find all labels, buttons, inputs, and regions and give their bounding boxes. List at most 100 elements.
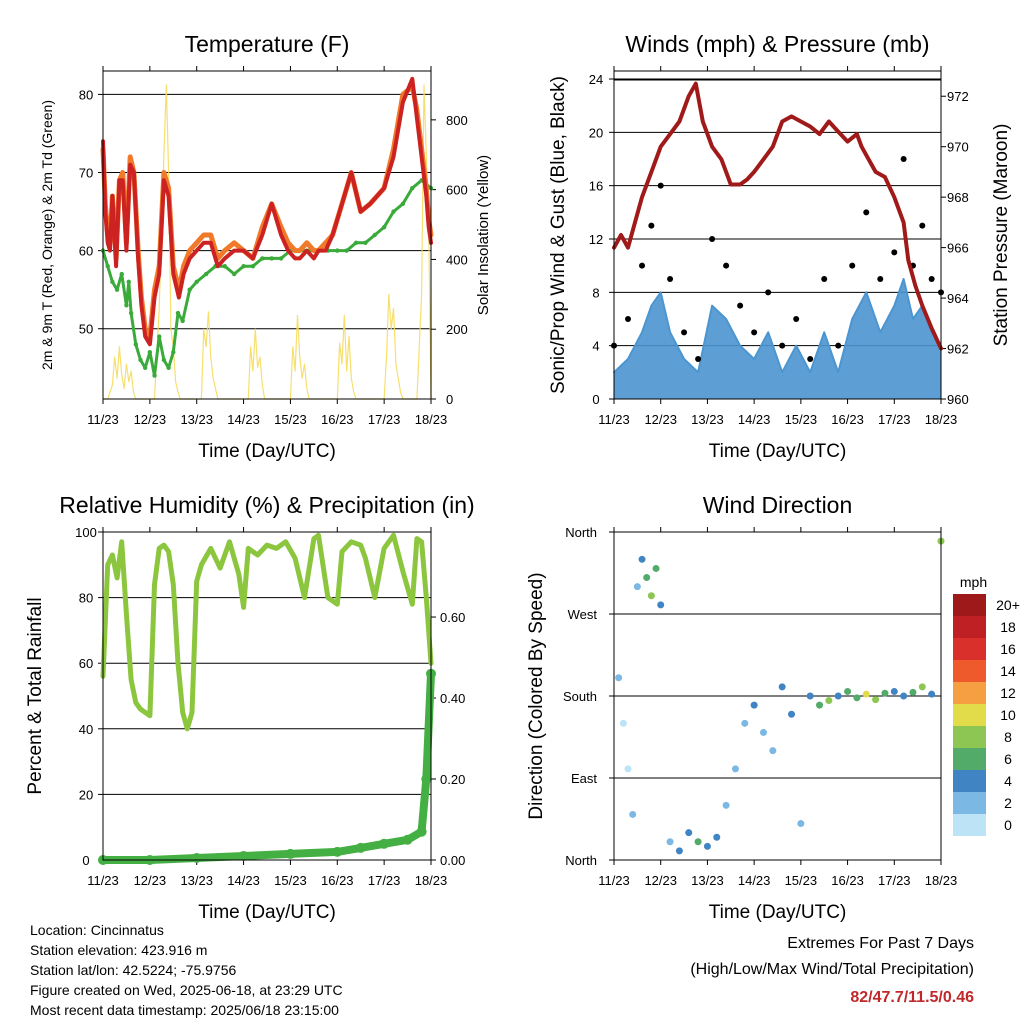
dir-xtick-label: 15/23 [785, 873, 818, 888]
dir-ylabel: Direction (Colored By Speed) [526, 572, 547, 819]
winds-ylabel: Sonic/Prop Wind & Gust (Blue, Black) [548, 76, 569, 394]
colorbar-swatch [953, 748, 986, 770]
rh-xtick-label: 18/23 [415, 873, 448, 888]
temp-y2label: Solar Insolation (Yellow) [475, 155, 492, 315]
dir-xtick-label: 12/23 [644, 873, 677, 888]
gust-point [849, 262, 856, 269]
direction-point [741, 719, 749, 727]
rh-title: Relative Humidity (%) & Precipitation (i… [59, 492, 474, 518]
direction-point [816, 701, 824, 709]
winds-xtick-label: 12/23 [644, 412, 677, 427]
dir-xlabel: Time (Day/UTC) [709, 902, 847, 923]
wind-area [614, 279, 941, 399]
winds-ytick-label: 0 [592, 392, 599, 407]
rh-ylabel: Percent & Total Rainfall [25, 597, 46, 794]
dewpoint-point [335, 248, 340, 253]
gust-point [657, 182, 664, 189]
temp-xtick-label: 13/23 [180, 412, 213, 427]
dir-xtick-label: 16/23 [831, 873, 864, 888]
rh-xtick-label: 17/23 [368, 873, 401, 888]
temp-frame [102, 70, 432, 400]
gust-point [648, 222, 655, 229]
colorbar-label: 2 [1004, 795, 1012, 811]
winds-xtick-label: 13/23 [691, 412, 724, 427]
precip-point [421, 774, 432, 785]
winds-xtick-label: 15/23 [785, 412, 818, 427]
winds-ytick-label: 24 [589, 72, 603, 87]
winds-ytick-label: 20 [589, 125, 603, 140]
gust-point [779, 342, 786, 349]
temp-y2tick-label: 200 [446, 322, 468, 337]
rh-y2tick-label: 0.40 [440, 691, 465, 706]
precip-point [355, 842, 366, 853]
temp-y2tick-label: 400 [446, 252, 468, 267]
dir-ytick-label: East [571, 771, 597, 786]
temp-ytick-label: 50 [79, 322, 93, 337]
winds-ytick-label: 12 [589, 232, 603, 247]
gust-point [709, 236, 716, 242]
rh-ytick-label: 80 [79, 591, 93, 606]
dewpoint-point [372, 232, 377, 238]
rh-xtick-label: 11/23 [87, 873, 119, 888]
gust-point [723, 262, 730, 269]
winds-xtick-label: 16/23 [831, 412, 864, 427]
winds-y2label: Station Pressure (Maroon) [991, 124, 1012, 347]
colorbar-swatch [953, 704, 986, 726]
dewpoint-point [241, 264, 246, 269]
rh-ytick-label: 100 [75, 525, 97, 540]
dewpoint-point [171, 349, 176, 355]
dewpoint-point [269, 256, 274, 261]
temp-xtick-label: 14/23 [227, 412, 260, 427]
dewpoint-point [203, 271, 209, 277]
temp-2m-series [101, 76, 433, 347]
rh-xtick-label: 16/23 [321, 873, 354, 888]
gust-point [793, 316, 800, 322]
colorbar-swatch [953, 638, 986, 660]
dewpoint-point [391, 209, 396, 214]
colorbar-label: 10 [1000, 707, 1016, 723]
rh-xtick-label: 14/23 [227, 873, 260, 888]
gust-point [891, 249, 898, 256]
temp-xtick-label: 16/23 [321, 412, 354, 427]
direction-point [909, 688, 917, 696]
winds-xtick-label: 17/23 [878, 412, 911, 427]
winds-ytick-label: 4 [592, 339, 599, 354]
winds-y2tick-label: 960 [947, 392, 969, 407]
dewpoint-point [147, 349, 153, 355]
dewpoint-point [114, 287, 120, 292]
dewpoint-point [363, 240, 368, 246]
dewpoint-point [138, 357, 143, 363]
rh-frame [102, 531, 432, 861]
dewpoint-point [119, 271, 124, 277]
winds-title: Winds (mph) & Pressure (mb) [625, 31, 929, 57]
solar-series [102, 84, 432, 400]
direction-point [722, 801, 730, 809]
dir-ytick-label: South [563, 689, 597, 704]
winds-y2tick-label: 972 [947, 89, 969, 104]
direction-point [890, 687, 898, 695]
direction-point [629, 810, 637, 818]
direction-point [643, 574, 651, 582]
dewpoint-point [152, 373, 157, 378]
direction-point [647, 592, 655, 600]
direction-point [825, 697, 833, 705]
gust-point [928, 276, 935, 282]
dewpoint-point [410, 185, 415, 191]
temp-9m-series [100, 84, 434, 339]
winds-y2tick-label: 962 [947, 342, 969, 357]
direction-point [624, 765, 632, 773]
colorbar-label: 14 [1000, 663, 1016, 679]
dewpoint-point [250, 264, 256, 269]
gust-point [681, 329, 688, 336]
direction-point [619, 719, 627, 727]
gust-point [625, 316, 632, 322]
direction-point [928, 690, 936, 698]
direction-point [769, 747, 777, 755]
direction-point [834, 692, 842, 700]
direction-point [853, 694, 861, 702]
dewpoint-point [194, 279, 199, 285]
gust-point [900, 156, 907, 162]
winds-y2tick-label: 970 [947, 140, 969, 155]
gust-point [821, 276, 828, 282]
gust-point [863, 209, 870, 216]
